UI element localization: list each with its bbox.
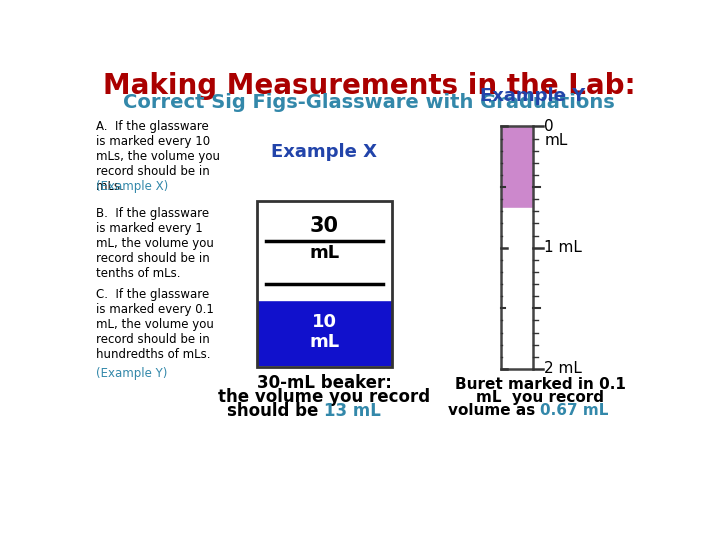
Text: Correct Sig Figs-Glassware with Graduations: Correct Sig Figs-Glassware with Graduati… (123, 93, 615, 112)
Text: C.  If the glassware
is marked every 0.1
mL, the volume you
record should be in
: C. If the glassware is marked every 0.1 … (96, 288, 214, 361)
Text: 30: 30 (310, 216, 339, 236)
Text: 1 mL: 1 mL (544, 240, 582, 255)
Bar (502, 208, 533, 369)
Bar (256, 201, 392, 367)
Text: 13 mL: 13 mL (325, 402, 382, 420)
Text: (Example Y): (Example Y) (96, 367, 168, 380)
Bar (258, 300, 391, 365)
Text: Example Y: Example Y (480, 87, 585, 105)
Bar (502, 126, 533, 208)
Text: should be: should be (228, 402, 325, 420)
Text: the volume you record: the volume you record (218, 388, 431, 406)
Text: 0: 0 (544, 119, 554, 134)
Bar (500, 126, 534, 369)
Text: mL  you record: mL you record (476, 390, 604, 405)
Text: volume as: volume as (448, 403, 540, 418)
Bar (258, 202, 391, 300)
Text: Example X: Example X (271, 143, 377, 161)
Text: 0.67 mL: 0.67 mL (540, 403, 608, 418)
Text: 30-mL beaker:: 30-mL beaker: (257, 374, 392, 393)
Text: (Example X): (Example X) (96, 180, 168, 193)
Text: B.  If the glassware
is marked every 1
mL, the volume you
record should be in
te: B. If the glassware is marked every 1 mL… (96, 207, 214, 280)
Text: 2 mL: 2 mL (544, 361, 582, 376)
Text: Making Measurements in the Lab:: Making Measurements in the Lab: (103, 72, 635, 100)
Text: Buret marked in 0.1: Buret marked in 0.1 (455, 377, 626, 392)
Text: mL: mL (544, 133, 567, 148)
Text: A.  If the glassware
is marked every 10
mLs, the volume you
record should be in
: A. If the glassware is marked every 10 m… (96, 120, 220, 193)
Text: mL: mL (310, 244, 340, 262)
Text: 10
mL: 10 mL (310, 313, 340, 352)
